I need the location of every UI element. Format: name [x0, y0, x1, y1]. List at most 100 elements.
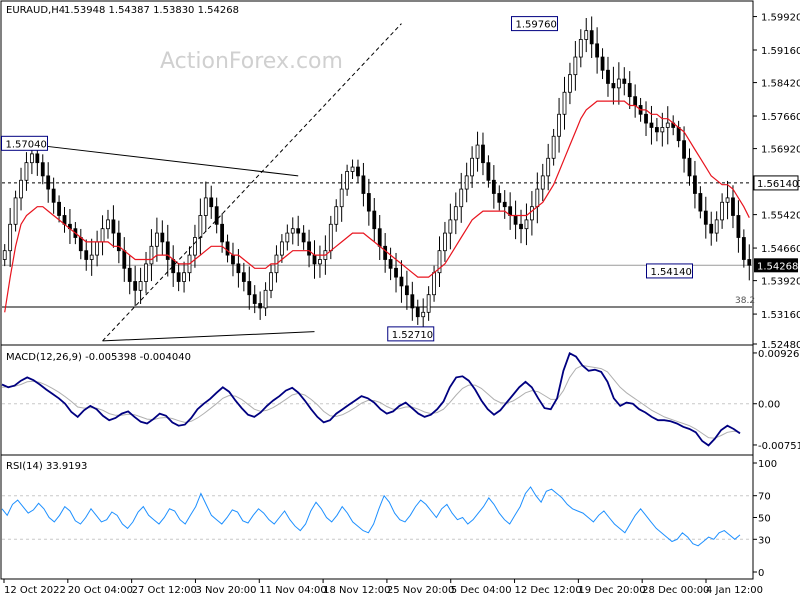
- candle-body: [491, 179, 496, 194]
- price-annotation-box: [646, 263, 693, 279]
- candle-body: [703, 210, 708, 225]
- candle-body: [377, 228, 382, 247]
- candle-body: [557, 113, 561, 137]
- candle-body: [502, 201, 507, 208]
- candle-body: [40, 162, 45, 177]
- candle-body: [296, 228, 301, 234]
- candle-body: [154, 232, 159, 247]
- price-axis-label: 1.52480: [761, 340, 800, 351]
- candle-body: [654, 127, 659, 133]
- candle-body: [622, 78, 627, 84]
- price-axis-label: 1.56920: [761, 145, 800, 156]
- candle-body: [247, 281, 252, 296]
- candle-body: [589, 30, 594, 45]
- candle-body: [693, 175, 697, 194]
- candle-body: [307, 241, 311, 256]
- x-axis-label: 20 Oct 04:00: [68, 585, 133, 596]
- candle-body: [46, 175, 51, 190]
- candle-body: [258, 303, 263, 309]
- candle-body: [24, 162, 29, 181]
- candle-body: [682, 140, 686, 159]
- candle-body: [193, 237, 197, 256]
- candle-body: [366, 193, 371, 212]
- candle-body: [665, 122, 670, 128]
- candle-body: [627, 83, 632, 98]
- candle-body: [334, 206, 339, 225]
- macd-title: MACD(12,26,9) -0.005398 -0.004040: [6, 352, 191, 363]
- x-axis-label: 19 Dec 20:00: [578, 585, 645, 596]
- price-axis-label: 1.53160: [761, 310, 800, 321]
- candle-body: [214, 206, 219, 225]
- candle-body: [616, 78, 621, 89]
- macd-axis-label: 0.00: [758, 400, 780, 411]
- candle-body: [578, 39, 583, 58]
- current-price-label: 1.54268: [757, 261, 798, 272]
- candle-body: [328, 223, 333, 252]
- moving-average-line: [4, 100, 750, 313]
- candle-body: [29, 153, 34, 164]
- candle-body: [540, 175, 545, 190]
- macd-panel: MACD(12,26,9) -0.005398 -0.004040 0.0092…: [1, 349, 800, 452]
- candle-body: [236, 263, 241, 274]
- candle-body: [285, 232, 290, 243]
- candle-body: [388, 259, 393, 269]
- candle-body: [116, 232, 121, 252]
- candle-body: [312, 254, 317, 265]
- candle-body: [404, 285, 409, 296]
- candle-body: [644, 113, 648, 124]
- candle-body: [269, 272, 273, 291]
- x-axis-label: 11 Nov 04:00: [259, 585, 326, 596]
- candle-body: [731, 197, 735, 216]
- candle-body: [649, 122, 654, 128]
- candle-body: [252, 294, 257, 304]
- chart-frame: [0, 0, 754, 580]
- candle-body: [551, 135, 556, 159]
- candle-body: [225, 241, 230, 256]
- price-axis-label: 1.57660: [761, 112, 800, 123]
- price-annotation-box: [387, 326, 435, 342]
- candle-body: [209, 197, 214, 208]
- rsi-axis-label: 0: [758, 568, 764, 579]
- candle-body: [89, 254, 94, 260]
- candle-body: [203, 197, 208, 216]
- candle-body: [676, 127, 681, 142]
- candle-body: [78, 237, 83, 252]
- candle-body: [660, 127, 665, 133]
- candle-body: [2, 250, 7, 260]
- candle-body: [361, 175, 366, 194]
- candle-body: [301, 232, 306, 243]
- candle-body: [356, 166, 360, 177]
- candle-body: [106, 219, 110, 230]
- ohlc-readout: 1.53948 1.54387 1.53830 1.54268: [64, 5, 239, 16]
- candle-body: [8, 223, 13, 252]
- x-axis-label: 4 Jan 12:00: [706, 585, 763, 596]
- price-level-box: [753, 175, 799, 191]
- candle-body: [513, 215, 518, 225]
- candle-body: [709, 223, 714, 234]
- candle-body: [432, 272, 436, 296]
- candle-body: [149, 245, 154, 265]
- candle-body: [198, 215, 203, 238]
- watermark: ActionForex.com: [160, 49, 343, 74]
- candle-body: [241, 272, 246, 282]
- candle-body: [51, 188, 56, 203]
- rsi-panel: RSI(14) 33.9193 100 70 50 30 0: [1, 459, 777, 579]
- x-axis-label: 27 Oct 12:00: [132, 585, 197, 596]
- rsi-line: [1, 486, 741, 547]
- candle-body: [160, 232, 165, 243]
- candle-body: [741, 237, 746, 260]
- candle-body: [481, 144, 485, 164]
- candle-body: [568, 74, 572, 93]
- candle-body: [524, 219, 529, 230]
- x-axis-label: 28 Dec 00:00: [642, 585, 709, 596]
- rsi-axis-label: 70: [758, 492, 771, 503]
- trendline-lower: [102, 331, 315, 342]
- candle-body: [714, 219, 719, 234]
- candle-body: [421, 311, 426, 318]
- candle-body: [138, 281, 143, 291]
- candle-body: [453, 206, 458, 221]
- price-axis-label: 1.59160: [761, 46, 800, 57]
- rsi-title: RSI(14) 33.9193: [6, 461, 87, 472]
